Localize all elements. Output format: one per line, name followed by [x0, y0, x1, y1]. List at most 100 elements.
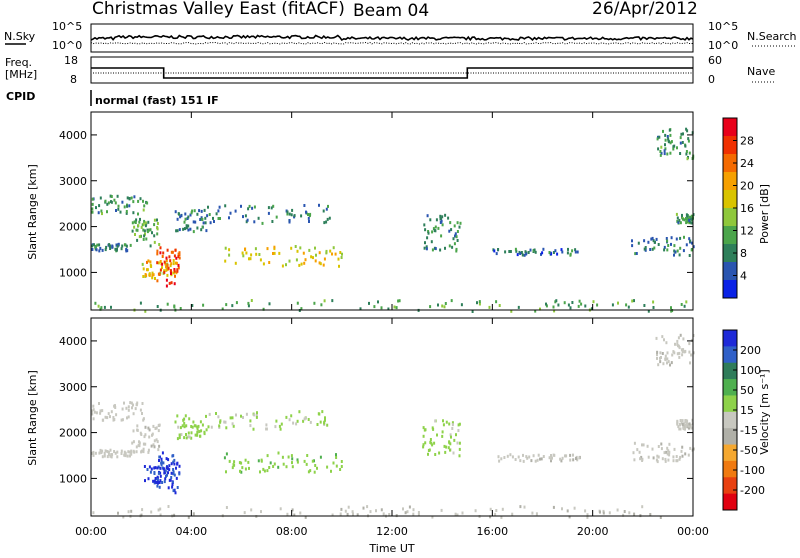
- power-colorbar: 28 24 20 16 12 8 4: [722, 117, 754, 299]
- power-echo-region: [156, 246, 181, 288]
- x-tick-label: 20:00: [577, 525, 609, 538]
- power-colorbar-label: Power [dB]: [758, 184, 771, 244]
- power-echo-region: [224, 245, 343, 268]
- nsky-tick-top: 10^5: [52, 20, 82, 33]
- power-colorbar-swatch: [723, 262, 737, 281]
- velocity-colorbar-tick-label: -50: [740, 444, 758, 457]
- velocity-echo-region: [91, 401, 145, 422]
- velocity-panel-frame: [90, 317, 694, 517]
- velocity-colorbar-tick-label: 50: [740, 384, 754, 397]
- velocity-colorbar-label: Velocity [m s⁻¹]: [758, 369, 771, 454]
- nsky-panel: [90, 23, 694, 53]
- velocity-echo-region: [207, 410, 329, 431]
- velocity-echo-region: [91, 448, 133, 459]
- velocity-colorbar-frame: [722, 329, 738, 511]
- cpid-label: CPID: [6, 90, 35, 103]
- power-y-tick-label: 3000: [59, 175, 87, 188]
- x-tick-label: 00:00: [75, 525, 107, 538]
- nsky-label: N.Sky: [4, 30, 36, 43]
- velocity-colorbar-swatch: [723, 493, 737, 511]
- date-label: 26/Apr/2012: [592, 0, 698, 19]
- power-echo-region: [656, 127, 695, 161]
- velocity-echo-region: [131, 423, 161, 454]
- power-colorbar-tick-label: 16: [740, 202, 754, 215]
- x-ticks: 00:00 04:00 08:00 12:00 16:00 20:00 00:00: [75, 112, 709, 538]
- nave-tick-top: 60: [708, 54, 722, 67]
- velocity-echo-region: [422, 419, 461, 458]
- power-echo-region: [631, 235, 695, 257]
- power-panel: 1000 2000 3000 4000 Slant Range [km]: [26, 111, 695, 313]
- freq-panel: [90, 56, 694, 84]
- velocity-colorbar-swatch: [723, 346, 737, 364]
- velocity-colorbar-tick-label: 15: [740, 404, 754, 417]
- velocity-colorbar-swatch: [723, 330, 737, 347]
- power-colorbar-tick-label: 4: [740, 270, 747, 283]
- velocity-colorbar-swatch: [723, 444, 737, 462]
- power-echo-region: [141, 259, 178, 280]
- power-colorbar-swatch: [723, 226, 737, 245]
- power-echo-region: [94, 299, 688, 313]
- x-tick-label: 00:00: [677, 525, 709, 538]
- power-y-tick-label: 1000: [59, 266, 87, 279]
- velocity-colorbar-tick-label: 200: [740, 344, 761, 357]
- power-echo-region: [492, 247, 579, 257]
- cpid-value: normal (fast) 151 IF: [95, 94, 219, 107]
- velocity-y-tick-label: 4000: [59, 335, 87, 348]
- x-tick-label: 08:00: [276, 525, 308, 538]
- x-axis-label: Time UT: [368, 542, 414, 554]
- power-colorbar-swatch: [723, 208, 737, 227]
- x-tick-label: 12:00: [376, 525, 408, 538]
- power-echo-region: [131, 217, 161, 248]
- velocity-y-tick-label: 1000: [59, 472, 87, 485]
- power-echoes: [91, 127, 695, 313]
- nsky-line: [90, 34, 694, 42]
- velocity-colorbar-swatch: [723, 477, 737, 495]
- velocity-colorbar-swatch: [723, 428, 737, 446]
- freq-label-line2: [MHz]: [5, 68, 37, 81]
- velocity-colorbar-tick-label: -100: [740, 464, 765, 477]
- power-colorbar-tick-label: 24: [740, 157, 754, 170]
- power-colorbar-tick-label: 20: [740, 180, 754, 193]
- x-tick-label: 04:00: [175, 525, 207, 538]
- freq-label-line1: Freq.: [5, 56, 32, 69]
- nave-label: Nave: [747, 65, 775, 78]
- x-tick-label: 16:00: [476, 525, 508, 538]
- nsearch-tick-bottom: 10^0: [708, 39, 738, 52]
- velocity-echoes: [91, 333, 695, 519]
- power-echo-region: [174, 208, 209, 234]
- velocity-y-tick-label: 3000: [59, 381, 87, 394]
- velocity-y-ticks: 1000 2000 3000 4000: [59, 335, 693, 485]
- velocity-y-tick-label: 2000: [59, 427, 87, 440]
- velocity-colorbar-tick-label: 100: [740, 364, 761, 377]
- velocity-colorbar-swatch: [723, 411, 737, 429]
- velocity-echo-region: [223, 451, 343, 474]
- power-echo-region: [423, 213, 462, 253]
- power-colorbar-swatch: [723, 244, 737, 263]
- power-colorbar-swatch: [723, 154, 737, 173]
- power-colorbar-swatch: [723, 118, 737, 137]
- power-panel-frame: [90, 111, 694, 311]
- power-y-tick-label: 4000: [59, 129, 87, 142]
- velocity-echo-region: [676, 418, 694, 431]
- power-colorbar-swatch: [723, 172, 737, 191]
- power-echo-region: [207, 203, 331, 225]
- velocity-echo-region: [497, 453, 581, 463]
- plot-title: Christmas Valley East (fitACF): [92, 0, 345, 19]
- velocity-colorbar: 200 100 50 15 -15 -50 -100 -200: [722, 329, 765, 511]
- velocity-colorbar-swatch: [723, 460, 737, 478]
- power-y-ticks: 1000 2000 3000 4000: [59, 129, 693, 279]
- nsearch-label: N.Search: [747, 30, 797, 43]
- velocity-echo-region: [655, 333, 695, 367]
- power-colorbar-swatch: [723, 280, 737, 299]
- power-colorbar-tick-label: 8: [740, 247, 747, 260]
- nsearch-tick-top: 10^5: [708, 20, 738, 33]
- velocity-echo-region: [632, 441, 695, 464]
- beam-label: Beam 04: [353, 1, 429, 21]
- nsky-tick-bottom: 10^0: [52, 39, 82, 52]
- velocity-colorbar-swatch: [723, 362, 737, 380]
- velocity-colorbar-tick-label: -200: [740, 484, 765, 497]
- power-colorbar-tick-label: 28: [740, 135, 754, 148]
- power-echo-region: [91, 242, 132, 253]
- velocity-panel: 1000 2000 3000 4000 Slant Range [km]: [26, 317, 695, 519]
